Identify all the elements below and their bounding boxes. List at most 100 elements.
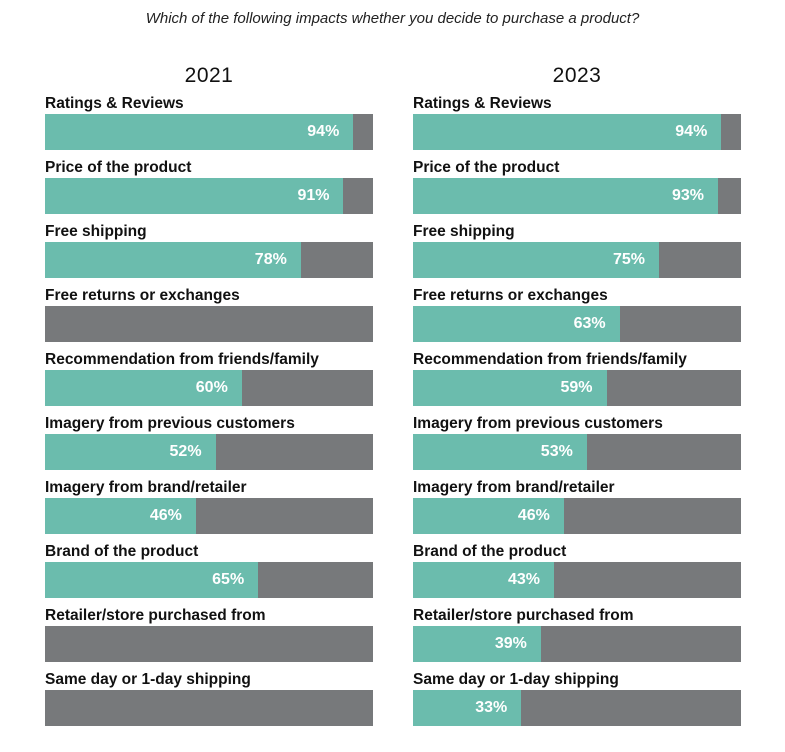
bar-track: 63%	[413, 306, 741, 342]
bar-row: Recommendation from friends/family 59%	[413, 350, 741, 414]
bar-track: 75%	[413, 242, 741, 278]
bar-label: Recommendation from friends/family	[413, 351, 687, 368]
bar-label: Brand of the product	[413, 543, 567, 560]
bar-track: 94%	[45, 114, 373, 150]
bar-row: Imagery from previous customers 52%	[45, 414, 373, 478]
bar-value-label: 53%	[540, 443, 573, 460]
bar-track: 91%	[45, 178, 373, 214]
bar-value-label: 52%	[169, 443, 202, 460]
bar-label: Imagery from brand/retailer	[413, 479, 615, 496]
bar-row: Retailer/store purchased from	[45, 606, 373, 670]
bar-row: Ratings & Reviews 94%	[413, 94, 741, 158]
bar-label: Free returns or exchanges	[45, 287, 240, 304]
bar-fill: 91%	[45, 178, 344, 214]
chart-title: Which of the following impacts whether y…	[145, 10, 640, 27]
bar-track: 65%	[45, 562, 373, 598]
bar-fill: 63%	[413, 306, 620, 342]
bar-fill: 78%	[45, 242, 301, 278]
bar-label: Ratings & Reviews	[413, 95, 552, 112]
bar-fill: 53%	[413, 434, 587, 470]
bar-row: Free shipping 78%	[45, 222, 373, 286]
bar-label: Free shipping	[413, 223, 515, 240]
bar-value-label: 94%	[675, 123, 708, 140]
panel-year: 2023	[552, 64, 602, 87]
bar-label: Imagery from previous customers	[413, 415, 663, 432]
bar-value-label: 93%	[672, 187, 705, 204]
bar-fill: 59%	[413, 370, 607, 406]
bar-track: 46%	[45, 498, 373, 534]
bar-value-label: 39%	[494, 635, 527, 652]
bar-track	[45, 626, 373, 662]
bar-value-label: 94%	[307, 123, 340, 140]
bar-track: 33%	[413, 690, 741, 726]
bar-fill: 52%	[45, 434, 216, 470]
bar-track: 60%	[45, 370, 373, 406]
bar-track: 53%	[413, 434, 741, 470]
bar-label: Imagery from previous customers	[45, 415, 295, 432]
bar-fill: 33%	[413, 690, 522, 726]
bar-row: Free shipping 75%	[413, 222, 741, 286]
bar-track: 52%	[45, 434, 373, 470]
bar-track	[45, 690, 373, 726]
bar-label: Retailer/store purchased from	[45, 607, 266, 624]
panel-2021: 2021 Ratings & Reviews 94% Price of the pr…	[45, 62, 373, 734]
bar-value-label: 78%	[254, 251, 287, 268]
bar-track: 39%	[413, 626, 741, 662]
bar-value-label: 46%	[149, 507, 182, 524]
panel-2023: 2023 Ratings & Reviews 94% Price of the pr…	[413, 62, 741, 734]
bar-label: Price of the product	[413, 159, 560, 176]
bar-fill: 93%	[413, 178, 719, 214]
bar-row: Imagery from brand/retailer 46%	[45, 478, 373, 542]
bar-fill: 43%	[413, 562, 555, 598]
bar-row: Imagery from previous customers 53%	[413, 414, 741, 478]
panel-year: 2021	[184, 64, 234, 87]
bar-value-label: 65%	[212, 571, 245, 588]
bar-label: Same day or 1-day shipping	[413, 671, 619, 688]
bar-value-label: 46%	[517, 507, 550, 524]
bar-row: Free returns or exchanges	[45, 286, 373, 350]
bar-label: Free shipping	[45, 223, 147, 240]
bar-track: 46%	[413, 498, 741, 534]
bar-row: Price of the product 91%	[45, 158, 373, 222]
bar-track: 94%	[413, 114, 741, 150]
bar-value-label: 43%	[508, 571, 541, 588]
bar-row: Ratings & Reviews 94%	[45, 94, 373, 158]
bar-fill: 46%	[45, 498, 196, 534]
bar-value-label: 63%	[573, 315, 606, 332]
bar-fill: 39%	[413, 626, 541, 662]
bar-track: 78%	[45, 242, 373, 278]
bar-label: Free returns or exchanges	[413, 287, 608, 304]
bar-fill: 65%	[45, 562, 259, 598]
bar-track	[45, 306, 373, 342]
bar-value-label: 60%	[195, 379, 228, 396]
bar-track: 43%	[413, 562, 741, 598]
bar-track: 93%	[413, 178, 741, 214]
bar-label: Retailer/store purchased from	[413, 607, 634, 624]
bar-value-label: 91%	[297, 187, 330, 204]
bar-row: Same day or 1-day shipping	[45, 670, 373, 734]
bar-label: Recommendation from friends/family	[45, 351, 319, 368]
bar-fill: 60%	[45, 370, 242, 406]
bar-label: Imagery from brand/retailer	[45, 479, 247, 496]
bar-fill: 75%	[413, 242, 659, 278]
bar-fill: 94%	[413, 114, 722, 150]
bar-label: Same day or 1-day shipping	[45, 671, 251, 688]
bar-row: Imagery from brand/retailer 46%	[413, 478, 741, 542]
bar-row: Retailer/store purchased from 39%	[413, 606, 741, 670]
bar-track: 59%	[413, 370, 741, 406]
bar-label: Price of the product	[45, 159, 192, 176]
bar-row: Free returns or exchanges 63%	[413, 286, 741, 350]
bar-list: Ratings & Reviews 94% Price of the product…	[413, 94, 741, 734]
bar-row: Recommendation from friends/family 60%	[45, 350, 373, 414]
bar-fill: 46%	[413, 498, 564, 534]
bar-label: Brand of the product	[45, 543, 199, 560]
bar-row: Same day or 1-day shipping 33%	[413, 670, 741, 734]
bar-row: Brand of the product 65%	[45, 542, 373, 606]
bar-label: Ratings & Reviews	[45, 95, 184, 112]
bar-list: Ratings & Reviews 94% Price of the product…	[45, 94, 373, 734]
bar-value-label: 33%	[475, 699, 508, 716]
bar-fill: 94%	[45, 114, 354, 150]
bar-value-label: 59%	[560, 379, 593, 396]
bar-row: Price of the product 93%	[413, 158, 741, 222]
bar-row: Brand of the product 43%	[413, 542, 741, 606]
